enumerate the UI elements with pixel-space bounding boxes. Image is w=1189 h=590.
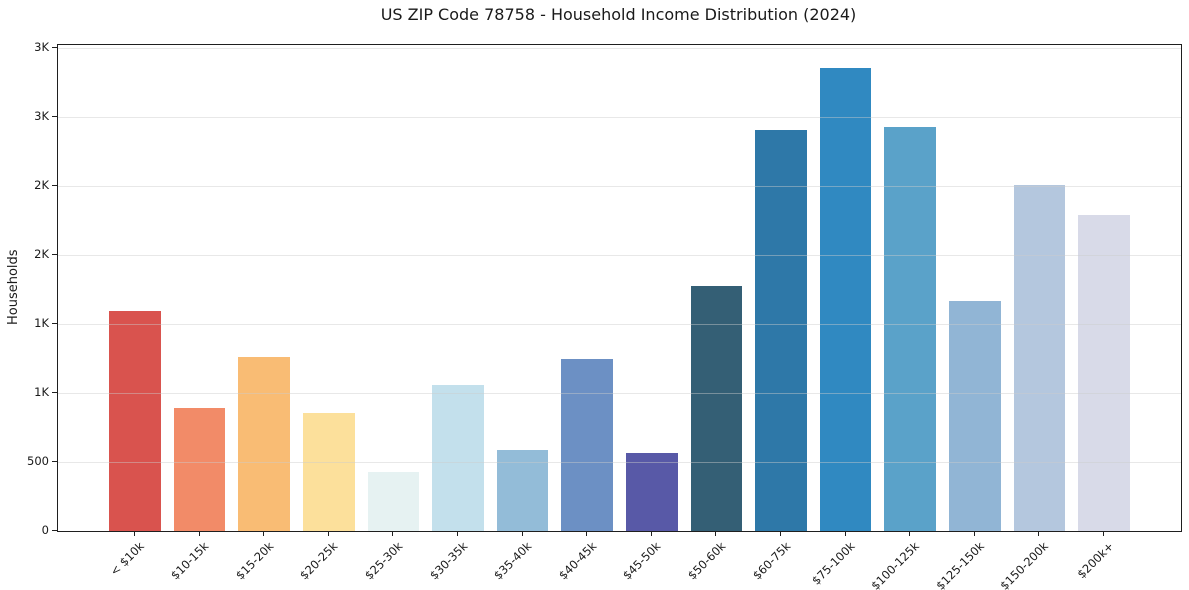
bar bbox=[884, 127, 937, 531]
x-tick-label: $125-150k bbox=[933, 539, 987, 590]
gridline bbox=[58, 392, 1181, 394]
x-tick-mark bbox=[650, 531, 652, 536]
x-tick-mark bbox=[1103, 531, 1105, 536]
y-tick-label: 3K bbox=[34, 108, 49, 123]
bar bbox=[496, 449, 549, 531]
x-tick-mark bbox=[586, 531, 588, 536]
x-tick-mark bbox=[909, 531, 911, 536]
y-tick-label: 500 bbox=[27, 453, 49, 468]
x-tick-label: $25-30k bbox=[361, 539, 406, 583]
x-tick-mark bbox=[392, 531, 394, 536]
bar bbox=[690, 285, 743, 531]
gridline bbox=[58, 116, 1181, 118]
y-tick-mark bbox=[52, 184, 57, 186]
y-tick-mark bbox=[52, 530, 57, 531]
x-tick-label: $35-40k bbox=[491, 539, 535, 583]
chart-title: US ZIP Code 78758 - Household Income Dis… bbox=[380, 5, 857, 24]
bar bbox=[819, 68, 872, 531]
y-tick-mark bbox=[52, 460, 57, 462]
x-tick-label: $60-75k bbox=[749, 539, 793, 583]
x-tick-mark bbox=[844, 531, 846, 536]
bar bbox=[173, 408, 226, 531]
gridline bbox=[58, 47, 1181, 49]
y-tick-mark bbox=[52, 115, 57, 117]
gridline bbox=[58, 185, 1181, 187]
x-tick-mark bbox=[198, 531, 200, 536]
y-tick-label: 1K bbox=[34, 315, 49, 330]
bar bbox=[238, 356, 290, 531]
x-tick-mark bbox=[973, 531, 975, 536]
gridline bbox=[58, 323, 1181, 325]
y-tick-mark bbox=[52, 391, 57, 393]
x-tick-label: $15-20k bbox=[232, 539, 277, 583]
bar bbox=[432, 385, 484, 531]
x-tick-label: $200k+ bbox=[1073, 539, 1116, 582]
x-tick-mark bbox=[1038, 531, 1040, 536]
y-tick-label: 2K bbox=[34, 246, 49, 261]
x-tick-label: $50-60k bbox=[684, 539, 729, 583]
bar bbox=[1078, 214, 1130, 531]
y-tick-mark bbox=[52, 322, 57, 324]
x-tick-label: $100-125k bbox=[868, 539, 923, 590]
gridline bbox=[58, 254, 1181, 256]
y-tick-label: 2K bbox=[34, 177, 49, 192]
y-tick-mark bbox=[52, 253, 57, 255]
x-tick-mark bbox=[456, 531, 458, 536]
x-tick-label: $10-15k bbox=[167, 539, 212, 583]
bar bbox=[755, 129, 807, 531]
x-tick-label: $45-50k bbox=[620, 539, 664, 583]
bar bbox=[109, 311, 161, 531]
x-tick-label: $30-35k bbox=[426, 539, 470, 583]
bar bbox=[302, 412, 355, 531]
x-tick-mark bbox=[715, 531, 717, 536]
gridline bbox=[58, 461, 1181, 463]
bar bbox=[949, 300, 1001, 531]
bar bbox=[1013, 184, 1066, 531]
x-tick-label: < $10k bbox=[107, 539, 147, 579]
x-tick-label: $75-100k bbox=[808, 539, 858, 588]
x-tick-label: $40-45k bbox=[555, 539, 600, 583]
x-tick-label: $20-25k bbox=[297, 539, 341, 583]
x-tick-mark bbox=[521, 531, 523, 536]
bar bbox=[625, 453, 678, 531]
x-tick-mark bbox=[263, 531, 265, 536]
y-tick-mark bbox=[52, 46, 57, 48]
bar bbox=[561, 359, 614, 531]
y-tick-label: 1K bbox=[34, 384, 49, 399]
bar bbox=[367, 472, 420, 531]
y-tick-label: 0 bbox=[41, 523, 49, 537]
x-tick-mark bbox=[327, 531, 329, 536]
y-tick-label: 3K bbox=[34, 39, 49, 54]
x-tick-label: $150-200k bbox=[997, 539, 1052, 590]
x-tick-mark bbox=[780, 531, 782, 536]
plot-area bbox=[57, 44, 1182, 532]
x-tick-mark bbox=[133, 531, 135, 536]
